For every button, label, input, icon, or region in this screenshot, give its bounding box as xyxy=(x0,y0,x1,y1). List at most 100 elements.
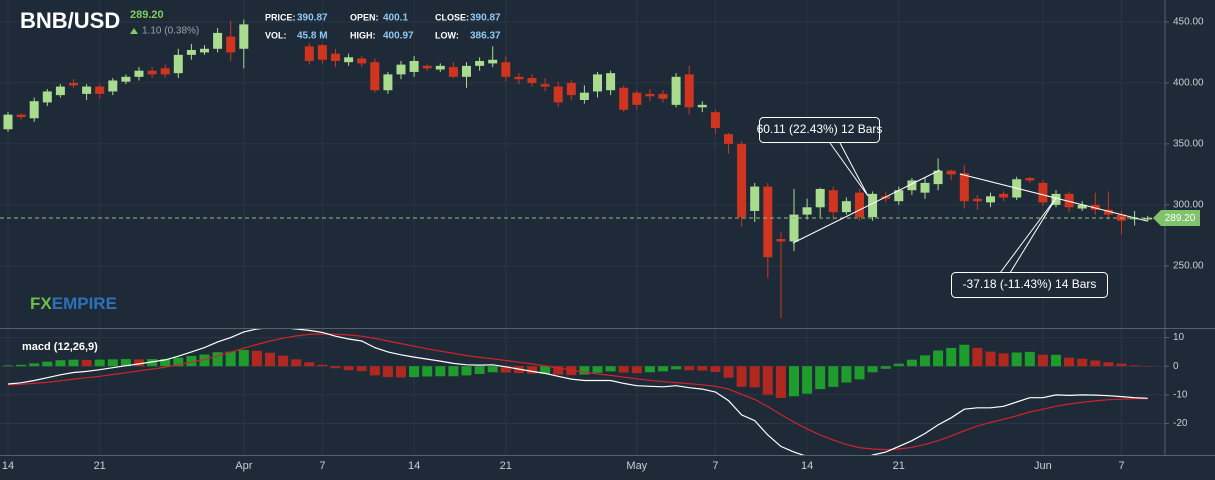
candle-body xyxy=(121,76,131,82)
candle-body xyxy=(802,207,812,215)
histogram-bar xyxy=(959,344,970,367)
candle-body xyxy=(186,49,196,55)
histogram-bar xyxy=(422,366,433,377)
histogram-bar xyxy=(435,366,446,377)
candle-body xyxy=(160,68,170,75)
candle-body xyxy=(815,188,825,208)
histogram-bar xyxy=(94,359,105,367)
histogram-bar xyxy=(356,366,367,372)
x-tick-label: 21 xyxy=(500,460,512,472)
histogram-bar xyxy=(631,366,642,374)
histogram-bar xyxy=(684,366,695,371)
histogram-bar xyxy=(1129,365,1140,367)
candle-body xyxy=(422,65,432,69)
candle-body xyxy=(579,92,589,100)
trend-line xyxy=(959,173,1148,222)
candle-body xyxy=(750,186,760,211)
up-arrow xyxy=(130,28,138,34)
stat-value: 400.1 xyxy=(383,13,408,24)
histogram-bar xyxy=(160,359,171,367)
candle-body xyxy=(317,45,327,60)
candle-body xyxy=(894,190,904,202)
candle-body xyxy=(684,74,694,108)
candle-body xyxy=(828,190,838,213)
histogram-bar xyxy=(789,366,799,397)
x-tick-label: 21 xyxy=(893,460,905,472)
candle-body xyxy=(855,192,864,218)
candle-body xyxy=(933,170,943,185)
candle-body xyxy=(69,82,78,86)
watermark: FXEMPIRE xyxy=(30,294,117,313)
histogram-bar xyxy=(749,366,760,388)
histogram-bar xyxy=(1077,358,1088,367)
callout-box xyxy=(759,117,880,143)
candle-body xyxy=(645,93,655,97)
histogram-bar xyxy=(946,347,957,367)
x-tick-label: 14 xyxy=(801,460,813,472)
watermark-suffix: EMPIRE xyxy=(52,294,117,313)
candle-body xyxy=(16,114,26,118)
histogram-bar xyxy=(81,359,92,367)
histogram-bar xyxy=(317,364,328,367)
y-tick-label: -10 xyxy=(1173,390,1188,401)
histogram-bar xyxy=(736,366,747,387)
histogram-bar xyxy=(1051,354,1061,367)
histogram-bar xyxy=(815,366,826,390)
candle-body xyxy=(999,193,1009,198)
histogram-bar xyxy=(16,364,27,367)
histogram-bar xyxy=(461,366,472,376)
x-tick-label: 7 xyxy=(712,460,718,472)
price-change: 1.10 (0.38%) xyxy=(142,26,199,37)
candle-body xyxy=(1130,218,1140,220)
histogram-bar xyxy=(330,366,341,369)
candle-body xyxy=(147,70,157,75)
trend-line xyxy=(792,169,941,244)
callout-pointer xyxy=(999,197,1057,274)
candle-body xyxy=(396,64,406,75)
candle-body xyxy=(566,82,576,96)
candle-body xyxy=(448,67,458,77)
candle-body xyxy=(632,92,642,105)
callout-box xyxy=(951,272,1108,298)
histogram-bar xyxy=(409,366,420,378)
candle-body xyxy=(462,65,471,77)
candle-body xyxy=(776,238,786,242)
candle-body xyxy=(344,57,354,63)
candle-body xyxy=(540,84,550,87)
histogram-bar xyxy=(906,359,917,367)
watermark-prefix: FX xyxy=(30,294,52,313)
signal-line xyxy=(7,333,1148,451)
histogram-bar xyxy=(448,366,459,377)
candle-body xyxy=(1103,209,1113,215)
candle-body xyxy=(1051,193,1061,205)
candle-body xyxy=(1090,204,1100,210)
stat-label: PRICE: xyxy=(265,12,296,22)
histogram-bar xyxy=(1024,351,1035,367)
histogram-bar xyxy=(173,357,184,367)
candle-body xyxy=(173,54,183,74)
candle-body xyxy=(514,76,524,80)
candle-body xyxy=(213,32,223,49)
macd-plot xyxy=(3,329,1153,455)
candle-body xyxy=(108,80,118,92)
candle-body xyxy=(42,91,52,103)
histogram-bar xyxy=(1064,357,1075,367)
histogram-bar xyxy=(199,354,210,367)
grid xyxy=(0,0,1165,455)
candle-body xyxy=(606,73,616,91)
x-tick-label: Apr xyxy=(235,460,252,472)
candle-body xyxy=(383,74,393,91)
histogram-bar xyxy=(775,366,786,399)
histogram-bar xyxy=(212,352,223,367)
x-tick-label: 7 xyxy=(319,460,325,472)
candle-body xyxy=(239,24,249,49)
candle-body xyxy=(986,196,995,203)
histogram-bar xyxy=(553,366,564,375)
candle-body xyxy=(593,74,602,92)
y-tick-label: 350.00 xyxy=(1173,139,1204,150)
x-tick-label: May xyxy=(626,460,647,472)
stat-label: VOL: xyxy=(265,30,287,40)
histogram-bar xyxy=(42,361,53,367)
